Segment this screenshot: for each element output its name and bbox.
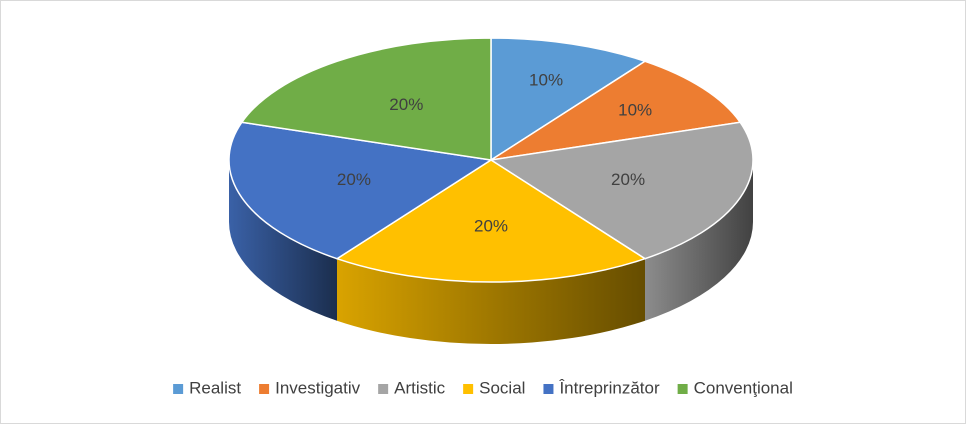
- data-label: 20%: [389, 95, 423, 114]
- legend-label: Întreprinzător: [558, 378, 659, 397]
- legend-swatch: [173, 384, 184, 394]
- legend-swatch: [543, 384, 554, 394]
- legend-label: Social: [479, 378, 525, 397]
- data-label: 10%: [618, 101, 652, 120]
- slice: [335, 159, 647, 283]
- legend-swatch: [259, 384, 270, 394]
- slice-side: [337, 258, 645, 345]
- legend-swatch: [677, 384, 688, 394]
- data-label: 20%: [611, 170, 645, 189]
- slice-side: [644, 160, 753, 321]
- slice: [240, 37, 492, 161]
- slice: [228, 121, 494, 260]
- legend-swatch: [463, 384, 474, 394]
- slice: [488, 121, 754, 260]
- legend-swatch: [378, 384, 389, 394]
- legend-label: Convenţional: [694, 378, 793, 397]
- legend-label: Investigativ: [275, 378, 361, 397]
- data-label: 10%: [529, 71, 563, 90]
- slice: [490, 37, 647, 162]
- slice-side: [229, 160, 338, 321]
- data-label: 20%: [337, 170, 371, 189]
- data-label: 20%: [474, 217, 508, 236]
- legend-label: Artistic: [394, 378, 446, 397]
- legend: Realist Investigativ Artistic Social Întrepr…: [173, 378, 793, 397]
- legend-label: Realist: [189, 378, 241, 397]
- slice: [490, 60, 742, 161]
